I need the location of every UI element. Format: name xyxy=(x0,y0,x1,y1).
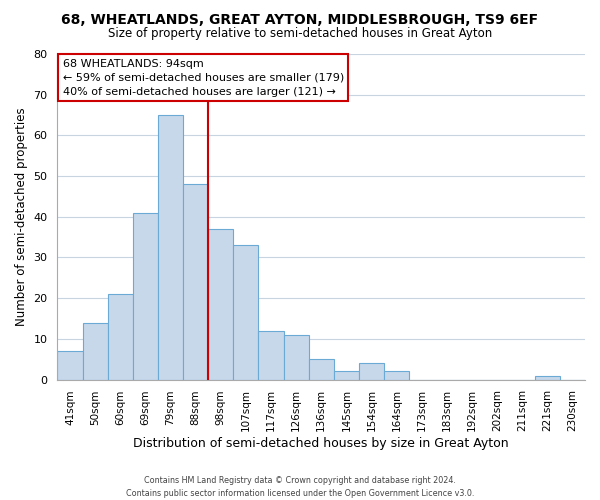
Bar xyxy=(107,294,133,380)
Bar xyxy=(535,376,560,380)
Y-axis label: Number of semi-detached properties: Number of semi-detached properties xyxy=(15,108,28,326)
Bar xyxy=(133,212,158,380)
Bar xyxy=(259,331,284,380)
Text: 68 WHEATLANDS: 94sqm
← 59% of semi-detached houses are smaller (179)
40% of semi: 68 WHEATLANDS: 94sqm ← 59% of semi-detac… xyxy=(62,59,344,97)
Bar xyxy=(334,372,359,380)
Bar xyxy=(308,359,334,380)
Bar xyxy=(183,184,208,380)
Bar xyxy=(359,364,384,380)
Text: 68, WHEATLANDS, GREAT AYTON, MIDDLESBROUGH, TS9 6EF: 68, WHEATLANDS, GREAT AYTON, MIDDLESBROU… xyxy=(61,12,539,26)
Bar xyxy=(208,229,233,380)
X-axis label: Distribution of semi-detached houses by size in Great Ayton: Distribution of semi-detached houses by … xyxy=(133,437,509,450)
Text: Size of property relative to semi-detached houses in Great Ayton: Size of property relative to semi-detach… xyxy=(108,28,492,40)
Bar xyxy=(233,246,259,380)
Bar xyxy=(83,322,107,380)
Bar xyxy=(58,351,83,380)
Bar xyxy=(158,115,183,380)
Text: Contains HM Land Registry data © Crown copyright and database right 2024.
Contai: Contains HM Land Registry data © Crown c… xyxy=(126,476,474,498)
Bar xyxy=(284,335,308,380)
Bar xyxy=(384,372,409,380)
